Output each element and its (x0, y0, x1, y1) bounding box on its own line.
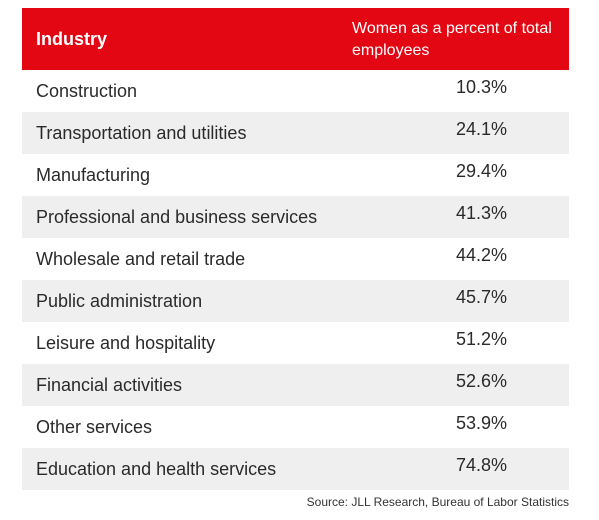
data-table: Industry Women as a percent of total emp… (22, 8, 569, 490)
industry-cell: Wholesale and retail trade (36, 248, 246, 269)
industry-cell: Financial activities (36, 374, 183, 395)
table-body: Construction 10.3% Transportation and util… (22, 70, 569, 490)
industry-cell: Construction (36, 80, 138, 101)
percent-cell: 53.9% (455, 412, 507, 433)
industry-cell: Professional and business services (36, 206, 318, 227)
table-header: Industry Women as a percent of total emp… (22, 8, 569, 70)
percent-cell: 52.6% (455, 370, 507, 391)
industry-cell: Manufacturing (36, 164, 151, 185)
industry-cell: Public administration (36, 290, 203, 311)
table-row: Education and health services 74.8% (22, 448, 569, 490)
industry-cell: Other services (36, 416, 153, 437)
percent-cell: 74.8% (455, 454, 507, 475)
percent-cell: 44.2% (455, 244, 507, 265)
percent-cell: 24.1% (455, 118, 507, 139)
column-header-industry: Industry (36, 28, 108, 49)
source-note: Source: JLL Research, Bureau of Labor St… (306, 495, 569, 509)
table-row: Public administration 45.7% (22, 280, 569, 322)
table-row: Leisure and hospitality 51.2% (22, 322, 569, 364)
table-row: Financial activities 52.6% (22, 364, 569, 406)
table-row: Manufacturing 29.4% (22, 154, 569, 196)
table-row: Transportation and utilities 24.1% (22, 112, 569, 154)
percent-cell: 10.3% (455, 76, 507, 97)
table-row: Other services 53.9% (22, 406, 569, 448)
table-row: Professional and business services 41.3% (22, 196, 569, 238)
percent-cell: 41.3% (455, 202, 507, 223)
percent-cell: 51.2% (455, 328, 507, 349)
percent-cell: 45.7% (455, 286, 507, 307)
industry-cell: Leisure and hospitality (36, 332, 216, 353)
table-row: Construction 10.3% (22, 70, 569, 112)
industry-cell: Transportation and utilities (36, 122, 247, 143)
table-row: Wholesale and retail trade 44.2% (22, 238, 569, 280)
percent-cell: 29.4% (455, 160, 507, 181)
column-header-percent: Women as a percent of total employees (352, 20, 552, 59)
industry-cell: Education and health services (36, 458, 277, 479)
